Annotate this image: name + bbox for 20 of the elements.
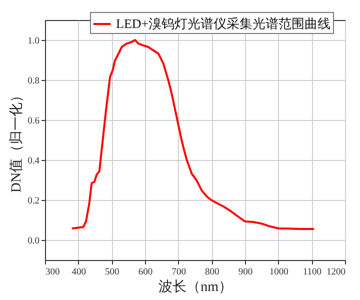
x-tick-label: 400	[72, 268, 86, 278]
x-tick-label: 300	[46, 268, 60, 278]
y-tick-label: 0.6	[28, 116, 40, 126]
y-axis-title: DN值（归一化）	[8, 88, 25, 193]
y-tick-label: 0.4	[28, 156, 40, 166]
y-tick-label: 0.8	[28, 76, 40, 86]
legend-label: LED+溴钨灯光谱仪采集光谱范围曲线	[116, 16, 331, 31]
x-tick-label: 600	[138, 268, 153, 278]
x-tick-label: 900	[238, 268, 253, 278]
line-series	[72, 39, 314, 230]
x-tick-label: 700	[172, 268, 186, 278]
x-tick-label: 500	[105, 268, 120, 278]
x-tick-label: 1000	[269, 268, 289, 278]
y-tick-label: 1.0	[28, 36, 40, 46]
x-tick-label: 800	[205, 268, 220, 278]
y-tick-label: 0.0	[28, 236, 40, 246]
x-axis-title: 波长（nm）	[158, 279, 232, 295]
x-tick-label: 1100	[302, 268, 322, 278]
x-tick-label: 1200	[326, 268, 346, 278]
y-tick-label: 0.2	[28, 196, 40, 206]
